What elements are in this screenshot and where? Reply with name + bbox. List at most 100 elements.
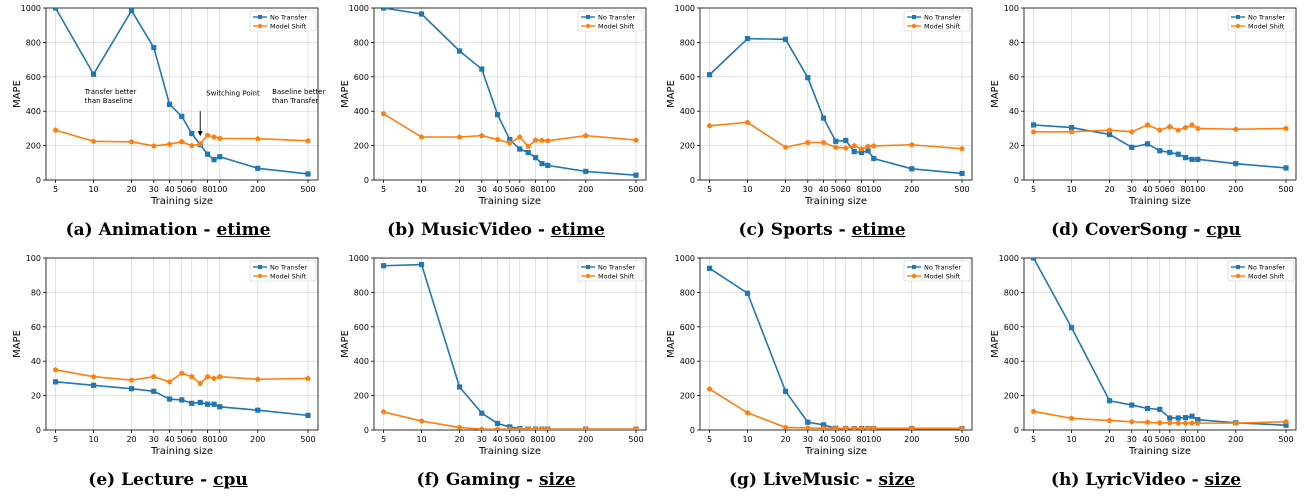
data-point (833, 138, 839, 144)
x-tick-label: 500 (954, 435, 969, 444)
chart-panel: 0 200 400 600 800 1000 5 10 20 30 40 50 60 80 100 200 50… (8, 0, 328, 250)
data-point (706, 386, 713, 392)
series-no-transfer (52, 379, 311, 418)
x-tick-label: 100 (866, 435, 881, 444)
data-point (583, 426, 589, 430)
y-tick-label: 0 (1014, 176, 1019, 185)
data-point (418, 418, 425, 424)
data-point (255, 135, 261, 142)
series-no-transfer (706, 36, 965, 177)
x-tick-label: 50 (1155, 185, 1165, 194)
legend-marker (586, 265, 590, 269)
data-point (633, 426, 639, 430)
series-model-shift (1030, 122, 1289, 135)
data-point (805, 425, 811, 430)
data-point (1195, 125, 1201, 131)
x-tick-label: 50 (1155, 435, 1165, 444)
x-tick-label: 200 (904, 185, 919, 194)
y-tick-label: 400 (26, 107, 41, 116)
chart-caption: (c) Sports - etime (662, 220, 982, 240)
x-tick-label: 5 (707, 435, 712, 444)
data-point (843, 425, 849, 430)
x-tick-label: 100 (1190, 185, 1205, 194)
x-tick-label: 200 (1228, 185, 1243, 194)
data-point (545, 137, 551, 144)
caption-prefix: (e) Lecture - (88, 470, 214, 490)
series-model-shift (706, 119, 965, 152)
data-point (479, 132, 485, 138)
data-point (90, 382, 97, 388)
data-point (479, 426, 485, 430)
data-point (545, 426, 551, 430)
y-tick-label: 0 (364, 426, 369, 435)
x-tick-label: 100 (1190, 435, 1205, 444)
legend-label-model-shift: Model Shift (1248, 22, 1285, 30)
y-tick-label: 400 (680, 357, 695, 366)
data-point (1106, 398, 1113, 404)
x-tick-label: 5 (381, 185, 386, 194)
data-point (865, 148, 871, 154)
y-tick-label: 800 (680, 288, 695, 297)
y-axis-title: MAPE (12, 330, 23, 358)
x-axis-title: Training size (150, 446, 213, 457)
data-point (805, 75, 811, 81)
data-point (255, 407, 261, 413)
data-point (1167, 149, 1173, 156)
data-point (1283, 418, 1289, 425)
x-tick-label: 50 (505, 435, 515, 444)
data-point (305, 171, 311, 177)
annotation-text: Baseline better (272, 88, 325, 96)
caption-metric: size (1204, 470, 1242, 490)
data-point (197, 380, 203, 386)
data-point (189, 130, 195, 137)
data-point (851, 142, 857, 148)
data-point (532, 426, 539, 430)
x-tick-label: 40 (492, 435, 502, 444)
y-tick-label: 800 (26, 38, 41, 47)
data-point (479, 66, 485, 72)
data-point (418, 261, 425, 268)
x-tick-label: 20 (780, 185, 790, 194)
caption-prefix: (a) Animation - (65, 220, 217, 240)
y-tick-label: 0 (690, 176, 695, 185)
data-point (1144, 419, 1151, 425)
data-point (782, 424, 789, 430)
x-tick-label: 20 (1104, 185, 1114, 194)
x-tick-label: 50 (177, 185, 187, 194)
data-point (305, 137, 311, 144)
data-point (909, 425, 915, 430)
x-tick-label: 80 (1180, 435, 1190, 444)
legend-label-model-shift: Model Shift (1248, 272, 1285, 280)
data-point (507, 140, 513, 146)
caption-prefix: (g) LiveMusic - (729, 470, 879, 490)
chart-caption: (h) LyricVideo - size (986, 470, 1306, 490)
y-tick-label: 100 (26, 254, 41, 263)
data-point (1175, 127, 1181, 133)
data-point (909, 141, 915, 148)
data-point (90, 373, 97, 380)
x-tick-label: 40 (818, 435, 828, 444)
legend-marker (1235, 273, 1241, 279)
x-tick-label: 80 (202, 435, 212, 444)
data-point (128, 377, 135, 383)
data-point (166, 378, 173, 385)
series-model-shift (52, 366, 311, 386)
data-point (539, 137, 545, 143)
y-tick-label: 200 (680, 142, 695, 151)
data-point (1167, 419, 1173, 426)
y-axis-title: MAPE (990, 80, 1001, 108)
data-point (1030, 258, 1037, 261)
x-tick-label: 10 (742, 435, 752, 444)
x-tick-label: 20 (126, 185, 136, 194)
legend-marker (257, 273, 263, 279)
x-tick-label: 60 (841, 435, 851, 444)
data-point (1182, 124, 1189, 130)
caption-prefix: (d) CoverSong - (1051, 220, 1207, 240)
data-point (744, 119, 751, 125)
x-tick-label: 5 (381, 435, 386, 444)
x-tick-label: 80 (530, 435, 540, 444)
data-point (90, 138, 97, 144)
data-point (1182, 415, 1189, 421)
legend-marker (1235, 23, 1241, 29)
